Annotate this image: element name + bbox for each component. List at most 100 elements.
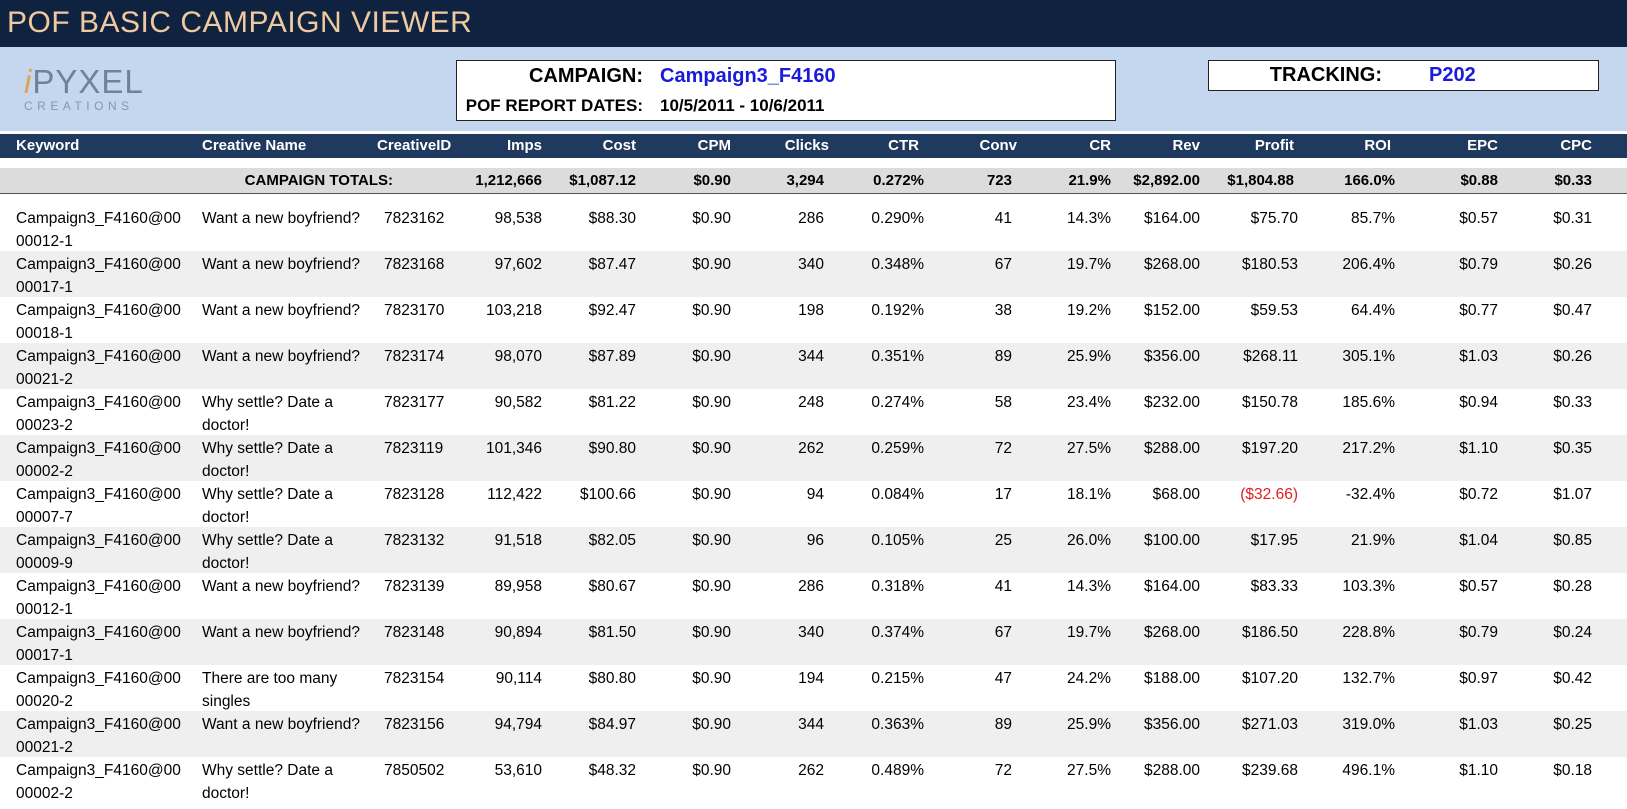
cell-cost: $81.50 bbox=[588, 624, 636, 641]
cell-conv: 89 bbox=[994, 348, 1012, 365]
col-header-rev[interactable]: Rev bbox=[1172, 137, 1200, 154]
table-row[interactable]: Campaign3_F4160@00 00012-1 Want a new boyf… bbox=[0, 205, 1627, 251]
cell-conv: 41 bbox=[994, 578, 1012, 595]
table-row[interactable]: Campaign3_F4160@00 00018-1 Want a new boyf… bbox=[0, 297, 1627, 343]
table-row[interactable]: Campaign3_F4160@00 00020-2 There are too m… bbox=[0, 665, 1627, 711]
table-row[interactable]: Campaign3_F4160@00 00002-2 Why settle? Dat… bbox=[0, 757, 1627, 803]
cell-rev: $288.00 bbox=[1143, 440, 1200, 457]
report-dates-value: 10/5/2011 - 10/6/2011 bbox=[660, 96, 825, 115]
cell-clicks: 286 bbox=[798, 210, 824, 227]
col-header-cost[interactable]: Cost bbox=[602, 137, 636, 154]
cell-conv: 41 bbox=[994, 210, 1012, 227]
cell-roi: 319.0% bbox=[1342, 716, 1395, 733]
col-header-roi[interactable]: ROI bbox=[1364, 137, 1391, 154]
cell-cr: 19.2% bbox=[1067, 302, 1111, 319]
cell-creative-name-line1: Why settle? Date a bbox=[202, 440, 333, 457]
cell-epc: $0.77 bbox=[1459, 302, 1498, 319]
cell-conv: 47 bbox=[994, 670, 1012, 687]
cell-profit: $186.50 bbox=[1241, 624, 1298, 641]
table-row[interactable]: Campaign3_F4160@00 00021-2 Want a new boyf… bbox=[0, 711, 1627, 757]
cell-imps: 90,894 bbox=[494, 624, 542, 641]
cell-cpc: $0.26 bbox=[1553, 348, 1592, 365]
tracking-value: P202 bbox=[1429, 64, 1476, 86]
table-row[interactable]: Campaign3_F4160@00 00017-1 Want a new boyf… bbox=[0, 251, 1627, 297]
data-table-body: Campaign3_F4160@00 00012-1 Want a new boyf… bbox=[0, 205, 1627, 803]
cell-imps: 98,538 bbox=[494, 210, 542, 227]
report-dates-label: POF REPORT DATES: bbox=[465, 96, 643, 115]
cell-cr: 19.7% bbox=[1067, 624, 1111, 641]
cell-rev: $100.00 bbox=[1143, 532, 1200, 549]
cell-conv: 67 bbox=[994, 256, 1012, 273]
cell-clicks: 94 bbox=[806, 486, 824, 503]
totals-cr: 21.9% bbox=[1068, 172, 1111, 189]
table-row[interactable]: Campaign3_F4160@00 00021-2 Want a new boyf… bbox=[0, 343, 1627, 389]
cell-imps: 98,070 bbox=[494, 348, 542, 365]
col-header-cpc[interactable]: CPC bbox=[1560, 137, 1592, 154]
cell-ctr: 0.374% bbox=[871, 624, 924, 641]
col-header-cpm[interactable]: CPM bbox=[697, 137, 731, 154]
cell-roi: 217.2% bbox=[1342, 440, 1395, 457]
cell-cpm: $0.90 bbox=[692, 716, 731, 733]
cell-profit: $83.33 bbox=[1250, 578, 1298, 595]
col-header-conv[interactable]: Conv bbox=[979, 137, 1018, 154]
cell-imps: 53,610 bbox=[494, 762, 542, 779]
cell-roi: 64.4% bbox=[1351, 302, 1395, 319]
cell-profit: $59.53 bbox=[1250, 302, 1298, 319]
table-row[interactable]: Campaign3_F4160@00 00002-2 Why settle? Dat… bbox=[0, 435, 1627, 481]
col-header-creative-id[interactable]: CreativeID bbox=[377, 137, 452, 154]
cell-creative-name-line1: Want a new boyfriend? bbox=[202, 348, 360, 365]
col-header-creative-name[interactable]: Creative Name bbox=[202, 137, 307, 154]
cell-cpm: $0.90 bbox=[692, 302, 731, 319]
table-row[interactable]: Campaign3_F4160@00 00009-9 Why settle? Dat… bbox=[0, 527, 1627, 573]
cell-cr: 24.2% bbox=[1067, 670, 1111, 687]
cell-cpm: $0.90 bbox=[692, 624, 731, 641]
totals-cpc: $0.33 bbox=[1554, 172, 1592, 189]
cell-clicks: 262 bbox=[798, 762, 824, 779]
cell-creative-name-line1: Want a new boyfriend? bbox=[202, 578, 360, 595]
cell-ctr: 0.363% bbox=[871, 716, 924, 733]
cell-imps: 101,346 bbox=[485, 440, 542, 457]
cell-keyword-line1: Campaign3_F4160@00 bbox=[16, 302, 181, 319]
cell-imps: 89,958 bbox=[494, 578, 542, 595]
cell-cost: $87.47 bbox=[588, 256, 636, 273]
cell-cpc: $1.07 bbox=[1553, 486, 1592, 503]
cell-creative-id: 7823168 bbox=[384, 256, 445, 273]
cell-roi: 206.4% bbox=[1342, 256, 1395, 273]
cell-keyword-line1: Campaign3_F4160@00 bbox=[16, 348, 181, 365]
cell-creative-name-line1: Want a new boyfriend? bbox=[202, 716, 360, 733]
table-row[interactable]: Campaign3_F4160@00 00023-2 Why settle? Dat… bbox=[0, 389, 1627, 435]
col-header-keyword[interactable]: Keyword bbox=[16, 137, 80, 154]
cell-profit: $17.95 bbox=[1250, 532, 1298, 549]
col-header-profit[interactable]: Profit bbox=[1254, 137, 1294, 154]
table-row[interactable]: Campaign3_F4160@00 00007-7 Why settle? Dat… bbox=[0, 481, 1627, 527]
col-header-ctr[interactable]: CTR bbox=[888, 137, 919, 154]
table-row[interactable]: Campaign3_F4160@00 00012-1 Want a new boyf… bbox=[0, 573, 1627, 619]
cell-cpm: $0.90 bbox=[692, 486, 731, 503]
cell-creative-name-line1: Why settle? Date a bbox=[202, 762, 333, 779]
table-row[interactable]: Campaign3_F4160@00 00017-1 Want a new boyf… bbox=[0, 619, 1627, 665]
cell-keyword-line1: Campaign3_F4160@00 bbox=[16, 670, 181, 687]
cell-cr: 18.1% bbox=[1067, 486, 1111, 503]
cell-clicks: 198 bbox=[798, 302, 824, 319]
cell-cost: $81.22 bbox=[588, 394, 636, 411]
cell-ctr: 0.489% bbox=[871, 762, 924, 779]
col-header-cr[interactable]: CR bbox=[1089, 137, 1111, 154]
cell-creative-name-line2: doctor! bbox=[202, 417, 250, 434]
cell-creative-name-line1: Why settle? Date a bbox=[202, 532, 333, 549]
col-header-clicks[interactable]: Clicks bbox=[784, 137, 829, 154]
cell-rev: $268.00 bbox=[1143, 624, 1200, 641]
cell-clicks: 262 bbox=[798, 440, 824, 457]
cell-keyword-line1: Campaign3_F4160@00 bbox=[16, 578, 181, 595]
cell-imps: 94,794 bbox=[494, 716, 542, 733]
cell-keyword-line1: Campaign3_F4160@00 bbox=[16, 532, 181, 549]
cell-roi: 185.6% bbox=[1342, 394, 1395, 411]
cell-cpc: $0.35 bbox=[1553, 440, 1592, 457]
cell-epc: $1.03 bbox=[1459, 716, 1498, 733]
cell-clicks: 248 bbox=[798, 394, 824, 411]
col-header-imps[interactable]: Imps bbox=[506, 137, 542, 154]
totals-imps: 1,212,666 bbox=[475, 172, 542, 189]
cell-rev: $232.00 bbox=[1143, 394, 1200, 411]
col-header-epc[interactable]: EPC bbox=[1467, 137, 1498, 154]
cell-creative-id: 7823154 bbox=[384, 670, 445, 687]
totals-cost: $1,087.12 bbox=[569, 172, 636, 189]
